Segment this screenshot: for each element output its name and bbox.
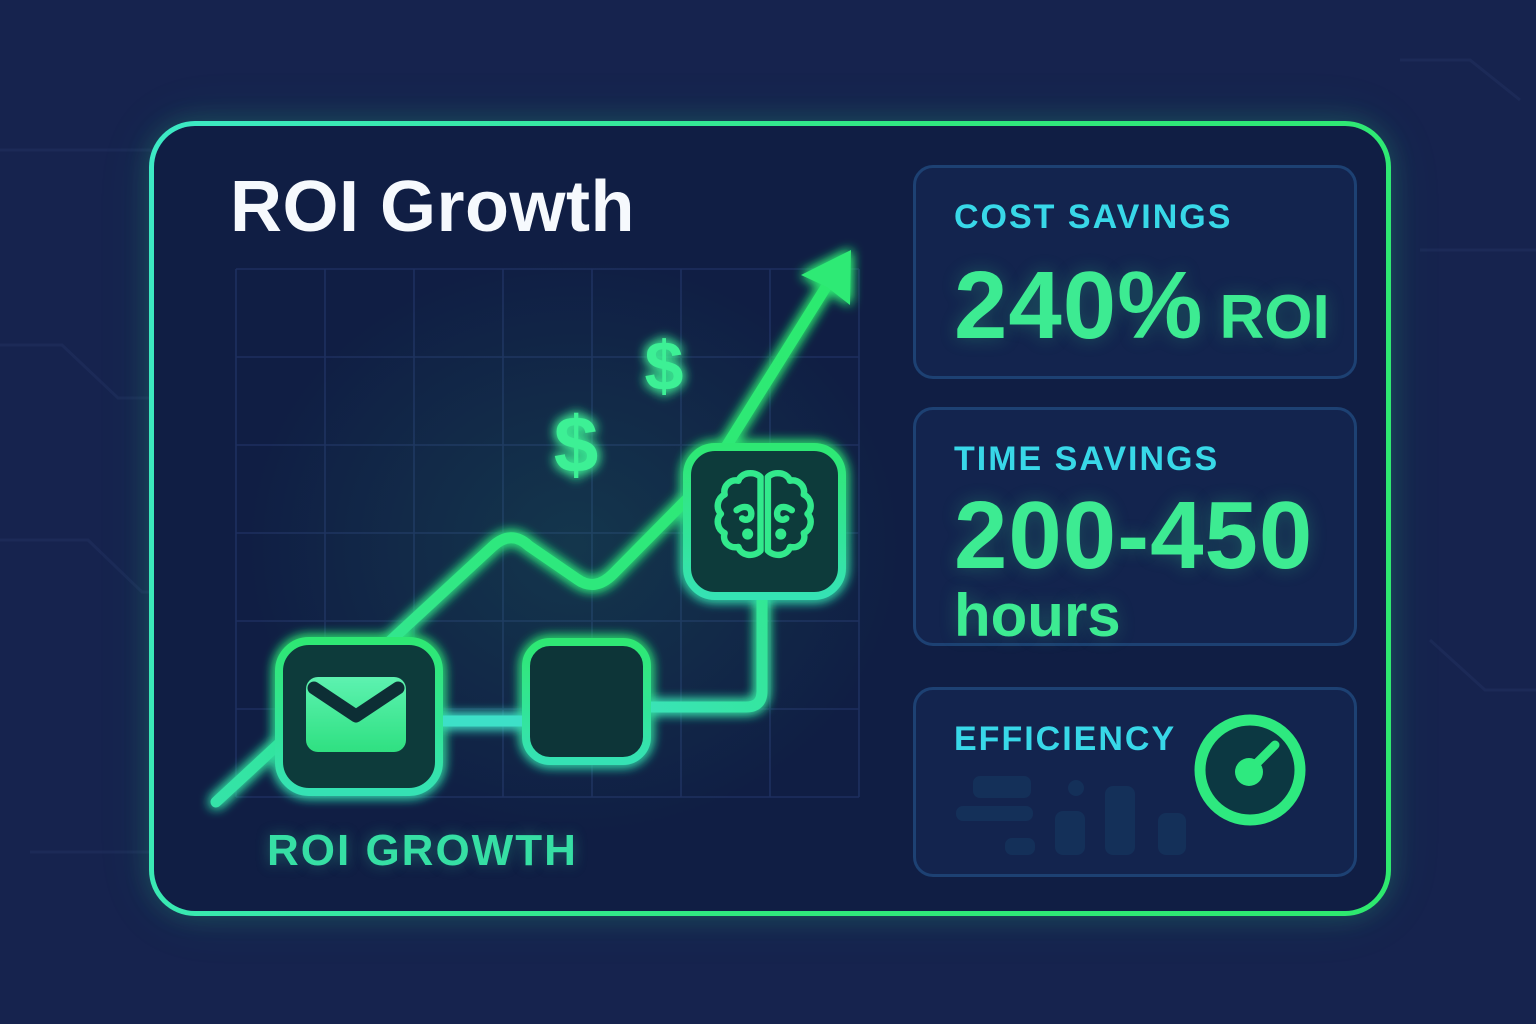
connector-line bbox=[636, 592, 768, 713]
trace-line bbox=[0, 343, 160, 400]
stat-card-cost-savings: COST SAVINGS 240% ROI bbox=[913, 165, 1357, 379]
stat-card-time-savings: TIME SAVINGS 200-450 hours bbox=[913, 407, 1357, 646]
dollar-sign-icon: $ bbox=[554, 400, 599, 489]
node-square-icon bbox=[522, 638, 651, 765]
gauge-icon bbox=[1194, 714, 1306, 826]
cost-savings-unit: ROI bbox=[1219, 283, 1330, 352]
trend-line bbox=[210, 281, 832, 808]
trend-arrow-icon bbox=[801, 250, 851, 305]
trace-line bbox=[1400, 58, 1521, 102]
page-title: ROI Growth bbox=[230, 167, 635, 247]
cost-savings-value: 240% bbox=[954, 252, 1204, 359]
time-savings-unit: hours bbox=[954, 582, 1121, 650]
time-savings-value: 200-450 bbox=[954, 482, 1314, 589]
mini-bar-chart-icon bbox=[956, 776, 1186, 855]
stat-card-efficiency: EFFICIENCY bbox=[913, 687, 1357, 877]
brain-icon bbox=[683, 443, 846, 600]
connector-lines bbox=[418, 592, 768, 727]
roi-growth-panel: $ $ bbox=[149, 121, 1391, 916]
card-label: EFFICIENCY bbox=[954, 720, 1177, 758]
envelope-icon bbox=[275, 637, 443, 796]
card-label: COST SAVINGS bbox=[954, 198, 1233, 236]
roi-growth-illustration: $ $ bbox=[210, 250, 904, 836]
chart-label: ROI GROWTH bbox=[267, 826, 578, 875]
dollar-sign-icon: $ bbox=[645, 327, 684, 405]
trace-line bbox=[1428, 638, 1536, 692]
card-value-row: 240% ROI bbox=[954, 252, 1330, 359]
card-label: TIME SAVINGS bbox=[954, 440, 1220, 478]
